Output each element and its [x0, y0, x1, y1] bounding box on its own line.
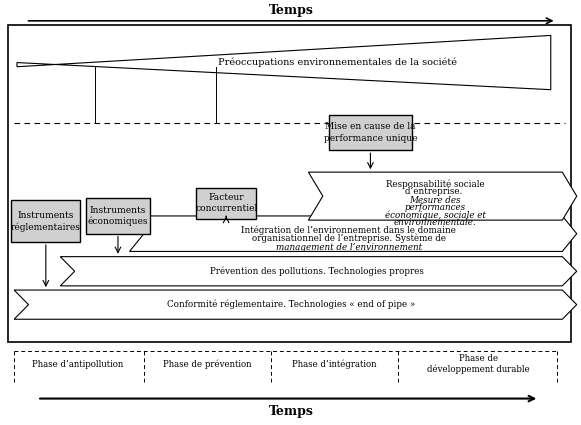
Text: Responsabilité sociale: Responsabilité sociale [386, 180, 485, 189]
Text: Intégration de l’environnement dans le domaine: Intégration de l’environnement dans le d… [241, 226, 456, 235]
Polygon shape [309, 172, 577, 220]
FancyBboxPatch shape [329, 115, 413, 150]
Text: Temps: Temps [268, 4, 314, 17]
Text: Phase d’intégration: Phase d’intégration [292, 360, 376, 369]
Polygon shape [14, 290, 577, 319]
Text: Phase de prévention: Phase de prévention [163, 360, 252, 369]
Text: d’entreprise.: d’entreprise. [406, 187, 465, 196]
Text: Conformité réglementaire. ​Technologies « end of pipe »: Conformité réglementaire. ​Technologies … [167, 300, 415, 309]
Polygon shape [130, 216, 577, 252]
Text: Conformité réglementaire. Technologies « end of pipe »: Conformité réglementaire. Technologies «… [0, 424, 1, 425]
Text: Temps: Temps [268, 405, 314, 418]
Text: Prévention des pollutions. Technologies propres: Prévention des pollutions. Technologies … [210, 266, 424, 276]
Text: Instruments
économiques: Instruments économiques [88, 206, 148, 227]
Text: management de l’environnement: management de l’environnement [276, 243, 422, 252]
FancyBboxPatch shape [11, 200, 80, 242]
Text: Facteur
concurrentiel: Facteur concurrentiel [195, 193, 257, 213]
Text: environnementale.: environnementale. [394, 218, 476, 227]
Text: Préoccupations environnementales de la société: Préoccupations environnementales de la s… [218, 58, 457, 67]
Text: Phase de
développement durable: Phase de développement durable [427, 354, 530, 374]
Text: Phase d’antipollution: Phase d’antipollution [32, 360, 123, 368]
Polygon shape [17, 35, 551, 90]
Text: organisationnel de l’entreprise. Système de: organisationnel de l’entreprise. Système… [252, 234, 446, 244]
FancyBboxPatch shape [86, 198, 150, 234]
Text: performances: performances [405, 203, 466, 212]
Text: Instruments
réglementaires: Instruments réglementaires [11, 211, 81, 232]
Polygon shape [60, 257, 577, 286]
Text: économique, sociale et: économique, sociale et [385, 210, 486, 220]
FancyBboxPatch shape [196, 188, 256, 219]
Text: Mesure des: Mesure des [410, 196, 461, 205]
Text: Mise en cause de la
performance unique: Mise en cause de la performance unique [324, 122, 417, 142]
